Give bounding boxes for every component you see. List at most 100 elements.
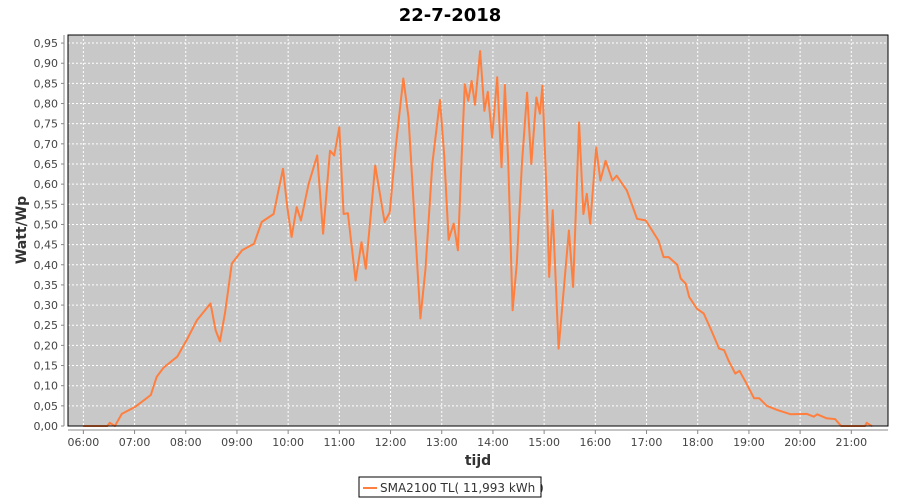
- x-tick-label: 19:00: [733, 436, 765, 449]
- data-point: [241, 249, 243, 252]
- data-point: [360, 241, 363, 243]
- data-point: [812, 415, 815, 418]
- y-tick-label: 0,40: [34, 259, 59, 272]
- x-tick-label: 12:00: [375, 436, 407, 449]
- data-point: [657, 239, 660, 242]
- data-point: [834, 418, 836, 420]
- y-tick-label: 0,65: [34, 158, 59, 171]
- data-point: [447, 238, 450, 241]
- data-point: [452, 222, 455, 225]
- series-line: [83, 50, 873, 427]
- data-point: [551, 209, 554, 212]
- data-point: [300, 219, 302, 222]
- data-point: [545, 196, 548, 198]
- y-tick-label: 0,05: [34, 400, 59, 413]
- x-tick-label: 11:00: [323, 436, 355, 449]
- data-point: [149, 394, 152, 396]
- data-point: [295, 206, 298, 208]
- data-point: [491, 136, 493, 139]
- data-point: [214, 329, 217, 331]
- data-point: [789, 413, 792, 416]
- data-point: [504, 84, 506, 86]
- data-point: [388, 211, 391, 214]
- y-tick-label: 0,80: [34, 98, 59, 111]
- data-point: [290, 236, 293, 238]
- data-point: [347, 212, 349, 214]
- data-point: [316, 154, 318, 157]
- data-point: [134, 405, 137, 408]
- data-point: [696, 307, 698, 310]
- data-point: [511, 309, 514, 312]
- data-point: [615, 174, 618, 177]
- data-point: [644, 219, 647, 222]
- data-point: [516, 262, 518, 265]
- x-axis: 06:00 07:00 08:00 09:00 10:00 11:00 12:00 13:00…: [68, 429, 888, 449]
- y-tick-label: 0,35: [34, 279, 59, 292]
- data-point: [572, 286, 574, 288]
- data-point: [530, 163, 533, 165]
- data-point: [679, 277, 682, 280]
- data-point: [457, 249, 459, 252]
- data-point: [260, 221, 263, 223]
- y-tick-label: 0,55: [34, 198, 59, 211]
- data-point: [521, 163, 523, 165]
- y-tick-label: 0,60: [34, 178, 59, 191]
- data-point: [667, 256, 670, 258]
- data-point: [338, 126, 341, 129]
- data-point: [727, 359, 730, 362]
- data-point: [526, 91, 528, 94]
- data-point: [599, 179, 602, 182]
- y-tick-label: 0,95: [34, 37, 59, 50]
- data-point: [865, 421, 868, 424]
- y-tick-label: 0,00: [34, 420, 59, 433]
- data-point: [626, 189, 628, 192]
- data-point: [776, 409, 778, 411]
- y-tick-label: 0,50: [34, 218, 59, 231]
- data-point: [431, 163, 434, 165]
- data-point: [684, 282, 687, 285]
- data-point: [383, 221, 386, 223]
- data-point: [307, 183, 310, 185]
- data-point: [461, 143, 464, 145]
- x-tick-label: 09:00: [221, 436, 253, 449]
- y-tick-label: 0,70: [34, 138, 59, 151]
- x-tick-label: 15:00: [528, 436, 560, 449]
- data-point: [548, 276, 551, 278]
- data-point: [806, 413, 808, 415]
- data-point: [209, 302, 212, 305]
- data-point: [688, 296, 690, 298]
- data-point: [424, 267, 427, 270]
- data-point: [718, 347, 720, 350]
- data-point: [557, 347, 560, 350]
- data-point: [402, 77, 405, 80]
- data-point: [407, 116, 410, 119]
- y-axis-label: Watt/Wp: [14, 196, 30, 264]
- data-point: [224, 312, 226, 314]
- y-tick-label: 0,45: [34, 239, 59, 252]
- data-point: [578, 121, 580, 124]
- data-point: [702, 312, 705, 315]
- x-tick-label: 20:00: [784, 436, 816, 449]
- x-tick-label: 13:00: [426, 436, 458, 449]
- data-point: [585, 193, 588, 195]
- data-point: [394, 146, 397, 149]
- legend-label: SMA2100 TL( 11,993 kWh ): [380, 481, 544, 495]
- data-point: [738, 369, 741, 372]
- data-point: [487, 91, 489, 93]
- x-tick-label: 18:00: [682, 436, 714, 449]
- y-tick-label: 0,20: [34, 339, 59, 352]
- y-tick-label: 0,25: [34, 319, 59, 332]
- data-point: [419, 317, 422, 320]
- data-point: [744, 380, 747, 383]
- data-point: [463, 83, 466, 85]
- data-point: [753, 397, 755, 399]
- data-point: [507, 163, 510, 165]
- data-point: [582, 213, 585, 215]
- data-point: [329, 149, 331, 152]
- data-point: [155, 376, 158, 378]
- data-point: [734, 372, 737, 375]
- data-point: [723, 349, 725, 352]
- data-point: [231, 262, 233, 265]
- y-tick-label: 0,10: [34, 380, 59, 393]
- data-point: [496, 76, 498, 79]
